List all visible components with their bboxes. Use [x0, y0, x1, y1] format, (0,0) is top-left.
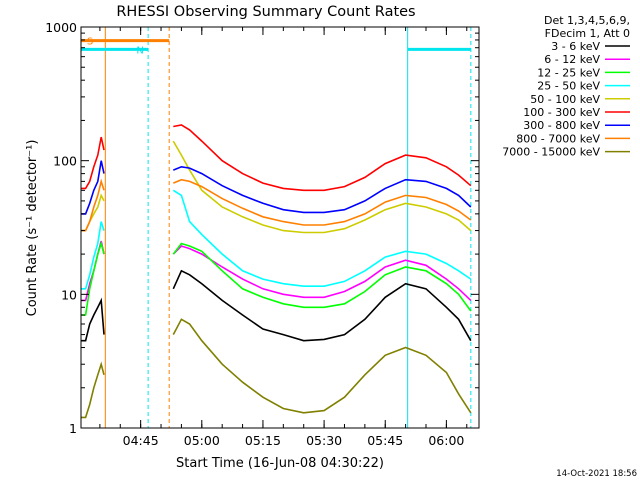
series-line-3-segment-1	[172, 189, 472, 288]
legend-label-4: 50 - 100 keV	[530, 93, 600, 106]
series-line-7-segment-1	[172, 178, 472, 226]
y-tick-label-2: 100	[53, 154, 77, 169]
series-line-8-segment-1	[172, 318, 472, 414]
series-line-6-segment-0	[81, 160, 105, 215]
chart-title: RHESSI Observing Summary Count Rates	[116, 4, 415, 20]
series-line-3-segment-0	[81, 221, 105, 290]
y-tick-label-3: 1000	[45, 20, 77, 35]
series-line-0-segment-1	[172, 269, 472, 342]
x-tick-label-3: 05:30	[306, 433, 342, 448]
legend-label-5: 100 - 300 keV	[523, 106, 600, 119]
legend-label-6: 300 - 800 keV	[523, 119, 600, 132]
series-line-1-segment-1	[172, 245, 472, 301]
x-tick-label-4: 05:45	[367, 433, 403, 448]
series-line-6-segment-1	[172, 165, 472, 214]
x-tick-label-1: 05:00	[184, 433, 220, 448]
x-tick-label-5: 06:00	[428, 433, 464, 448]
series-line-2-segment-0	[81, 240, 105, 316]
legend-label-2: 12 - 25 keV	[537, 66, 600, 79]
y-axis-ticks: 1 10 100 1000	[45, 20, 479, 436]
x-axis-label: Start Time (16-Jun-08 04:30:22)	[176, 456, 384, 471]
legend-label-0: 3 - 6 keV	[551, 40, 600, 53]
legend-label-1: 6 - 12 keV	[544, 53, 600, 66]
plot-frame	[80, 26, 480, 429]
x-tick-label-0: 04:45	[123, 433, 159, 448]
date-stamp: 14-Oct-2021 18:56	[556, 469, 637, 479]
series-line-4-segment-1	[172, 140, 472, 234]
series-lines	[81, 124, 472, 419]
x-axis-ticks: 04:45 05:00 05:15 05:30 05:45 06:00	[99, 27, 468, 448]
x-tick-label-2: 05:15	[245, 433, 281, 448]
y-axis-label: Count Rate (s⁻¹ detector⁻¹)	[25, 140, 40, 317]
legend: Det 1,3,4,5,6,9, FDecim 1, Att 0 3 - 6 k…	[502, 14, 630, 159]
saa-bar-label: S	[87, 37, 93, 48]
legend-label-8: 7000 - 15000 keV	[502, 146, 600, 159]
series-line-7-segment-0	[81, 178, 105, 232]
y-tick-label-0: 1	[69, 421, 77, 436]
series-line-1-segment-0	[81, 240, 105, 302]
series-line-5-segment-1	[173, 124, 472, 192]
y-tick-label-1: 10	[61, 287, 77, 302]
time-markers: NS	[81, 27, 472, 428]
series-line-0-segment-0	[81, 297, 105, 342]
legend-header-line-1: Det 1,3,4,5,6,9,	[544, 14, 630, 27]
series-line-5-segment-0	[81, 136, 105, 190]
series-line-2-segment-1	[172, 242, 472, 312]
legend-header-line-2: FDecim 1, Att 0	[545, 27, 630, 40]
legend-label-7: 800 - 7000 keV	[516, 132, 600, 145]
series-line-8-segment-0	[81, 361, 105, 419]
night-bar-label: N	[136, 45, 143, 56]
legend-label-3: 25 - 50 keV	[537, 80, 600, 93]
